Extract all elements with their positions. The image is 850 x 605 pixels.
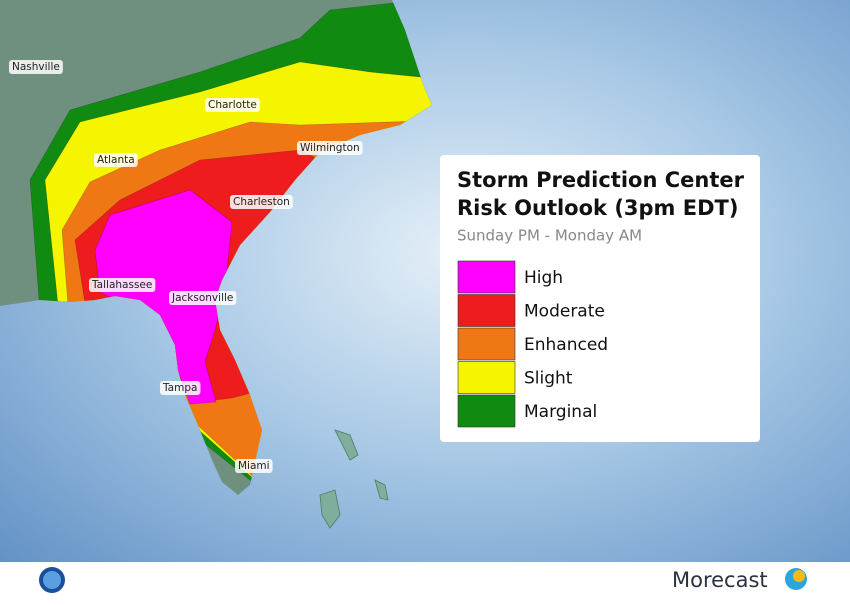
city-box [297, 141, 363, 155]
city-name: Charlotte [208, 99, 257, 111]
city-name: Tallahassee [91, 279, 152, 291]
city: Tampa [160, 381, 201, 395]
city-box [9, 60, 63, 74]
city: Charleston [230, 195, 293, 209]
city-box [230, 195, 293, 209]
brand-logo [785, 568, 807, 590]
legend-label: Marginal [524, 402, 597, 422]
noaa-logo [39, 567, 65, 593]
city-name: Miami [238, 460, 270, 472]
brand: Morecast [672, 568, 768, 592]
city: Jacksonville [169, 291, 237, 305]
city-box [89, 278, 156, 292]
city-labels: Nashville Charlotte Atlanta Wilmington Charl… [9, 60, 363, 473]
legend-swatch [457, 394, 516, 428]
city: Wilmington [297, 141, 363, 155]
city-name: Tampa [162, 382, 197, 394]
city-name: Charleston [233, 196, 290, 208]
city-name: Jacksonville [171, 292, 233, 304]
islands [319, 429, 389, 529]
legend-label: Slight [524, 369, 573, 389]
city-name: Wilmington [300, 142, 360, 154]
footer [0, 562, 850, 601]
legend-swatch [457, 294, 516, 327]
city-box [235, 459, 273, 473]
city: Charlotte [205, 98, 260, 112]
legend-label: High [524, 268, 563, 288]
city-box [160, 381, 201, 395]
legend-label: Moderate [524, 302, 605, 322]
city: Tallahassee [89, 278, 156, 292]
legend-swatch [457, 327, 516, 361]
city: Miami [235, 459, 273, 473]
legend-swatch [457, 361, 516, 394]
legend-subtitle: Sunday PM - Monday AM [457, 227, 642, 245]
city-box [94, 153, 138, 167]
city: Nashville [9, 60, 63, 74]
city-box [169, 291, 237, 305]
city: Atlanta [94, 153, 138, 167]
city-box [205, 98, 260, 112]
legend-title: Storm Prediction Center [457, 168, 745, 192]
legend: Storm Prediction Center Risk Outlook (3p… [440, 155, 760, 442]
city-name: Atlanta [97, 154, 135, 166]
legend-title: Risk Outlook (3pm EDT) [457, 196, 738, 220]
legend-box [440, 155, 760, 442]
legend-items: High Moderate Enhanced Slight Marginal [457, 260, 608, 428]
legend-swatch [457, 260, 516, 294]
legend-label: Enhanced [524, 335, 608, 355]
city-name: Nashville [12, 61, 60, 73]
